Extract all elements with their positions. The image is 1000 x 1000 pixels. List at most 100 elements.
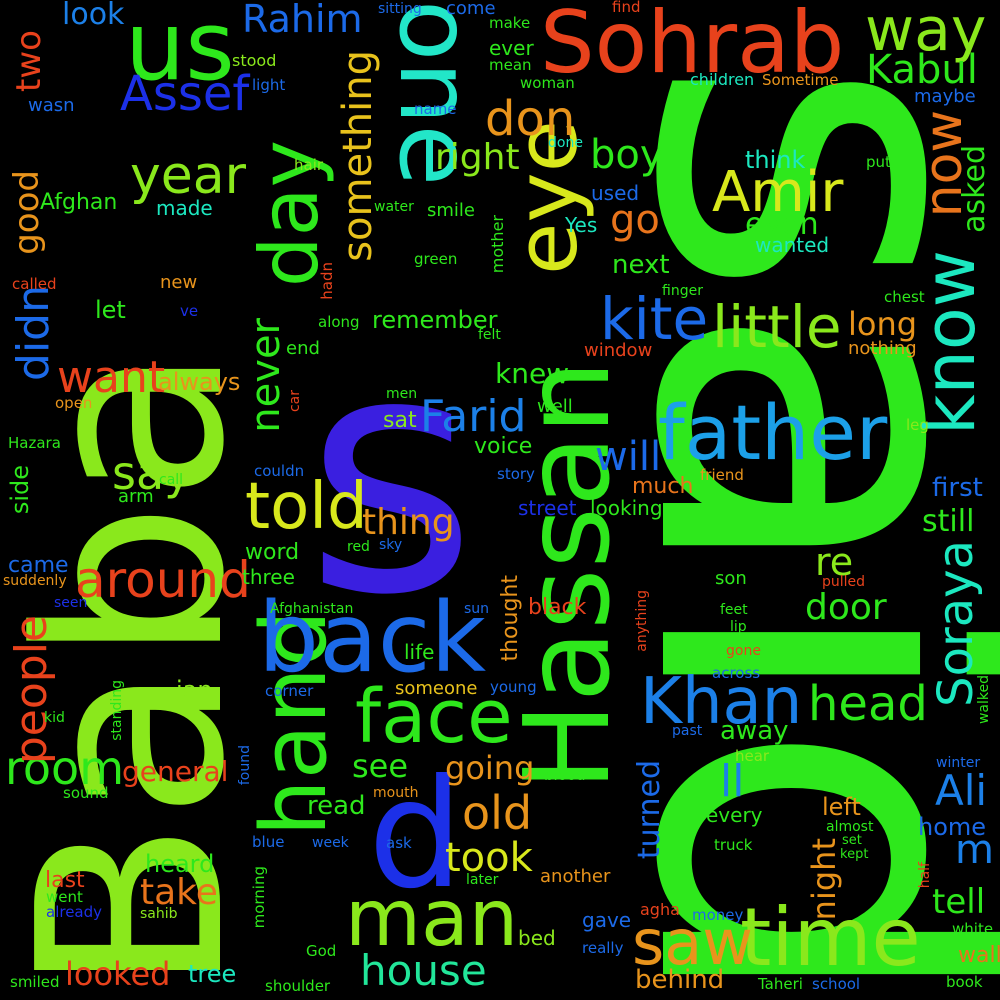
word-well: well [537,396,573,417]
word-seen: seen [54,595,88,611]
word-right: right [435,137,520,178]
word-morning: morning [250,866,268,929]
word-let: let [95,296,126,324]
word-god: God [306,942,337,960]
word-khan: Khan [640,665,803,739]
word-along: along [318,313,360,331]
word-half: half [917,862,933,889]
word-back: back [258,582,487,694]
word-light: light [252,76,286,94]
word-black: black [528,595,587,620]
word-long: long [848,305,918,343]
word-thought: thought [498,575,523,662]
word-boy: boy [590,132,664,178]
word-used: used [591,181,640,205]
word-friend: friend [700,466,744,484]
word-hazara: Hazara [8,434,61,452]
word-assef: Assef [120,66,250,122]
word-maybe: maybe [914,86,976,107]
word-leg: leg [906,416,929,434]
word-smiled: smiled [10,973,60,991]
word-thing: thing [362,502,455,543]
word-farid: Farid [420,391,527,442]
word-set: set [842,833,862,848]
word-wall: wall [958,943,1000,968]
word-sky: sky [379,537,403,553]
word-tree: tree [188,960,237,988]
word-new: new [160,272,198,293]
word-sun: sun [464,601,490,617]
word-came: came [8,553,69,578]
word-couldn: couldn [254,462,305,480]
word-man: man [345,874,519,964]
word-told: told [245,470,368,544]
word-smile: smile [427,200,475,221]
word-money: money [692,906,744,924]
word-amir: Amir [712,160,844,225]
word-call: call [159,472,184,488]
word-always: always [158,368,241,396]
word-truck: truck [714,836,753,854]
word-turned: turned [632,760,667,860]
word-tell: tell [932,882,986,922]
word-another: another [540,866,611,887]
word-going: going [445,749,535,787]
word-winter: winter [936,755,981,771]
word-son: son [715,568,747,589]
word-knew: knew [495,357,570,390]
word-sohrab: Sohrab [540,0,845,93]
word-water: water [374,199,414,215]
word-remember: remember [372,306,498,334]
word-say: say [112,446,192,500]
word-d: d [368,748,464,922]
word-year: year [130,146,247,206]
word-went: went [46,888,83,906]
word-still: still [922,504,975,539]
word-house: house [360,946,487,995]
word-want: want [57,352,166,403]
word-hear: hear [735,747,770,765]
word-young: young [490,678,537,696]
word-even: even [745,207,819,242]
word-voice: voice [474,434,533,459]
word-asked: asked [957,145,992,233]
word-soraya: Soraya [928,540,984,707]
word-life: life [404,640,435,664]
word-ve: ve [180,302,199,320]
word-red: red [347,539,370,555]
word-took: took [445,835,533,881]
word-end: end [286,338,320,359]
word-hair: hair [294,156,324,174]
word-children: children [690,70,755,89]
word-blue: blue [252,833,285,851]
word-name: name [414,100,457,118]
word-sound: sound [63,784,109,802]
word-time: time [740,891,921,984]
word-chest: chest [884,288,925,306]
word-look: look [62,0,125,32]
word-finger: finger [662,283,703,299]
word-last: last [45,868,85,893]
word-school: school [812,975,861,993]
word-jan: jan [176,676,213,704]
word-night: night [805,838,843,921]
word-corner: corner [265,682,314,700]
word-mother: mother [488,215,507,274]
word-every: every [706,803,763,827]
word-way: way [865,0,987,65]
word-suddenly: suddenly [3,573,67,589]
word-general: general [122,755,229,788]
word-pulled: pulled [822,574,866,590]
word-left: left [822,793,861,821]
word-white: white [952,920,994,938]
word-sat: sat [383,408,417,433]
word-old: old [462,786,533,840]
word-really: really [582,939,624,957]
word-ask: ask [386,834,412,852]
word-didn: didn [8,285,59,381]
word-looking: looking [590,496,663,520]
word-will: will [595,434,662,480]
word-first: first [932,473,983,503]
word-car: car [287,390,303,413]
